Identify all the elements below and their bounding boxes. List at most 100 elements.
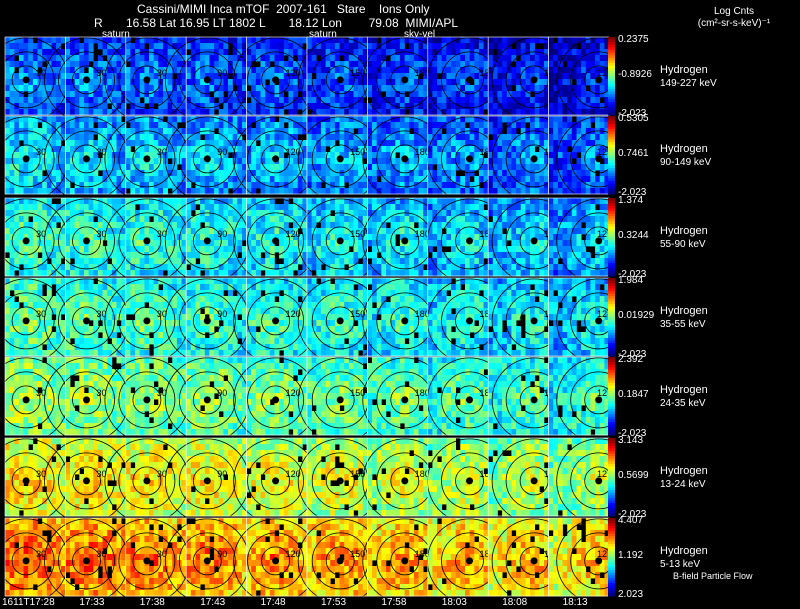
pixel xyxy=(506,246,512,253)
pixel xyxy=(251,85,257,92)
pixel xyxy=(455,67,461,74)
pixel xyxy=(93,164,99,171)
pixel xyxy=(437,198,443,205)
pixel xyxy=(307,170,312,177)
pixel xyxy=(186,109,192,116)
pixel xyxy=(158,134,164,141)
pixel xyxy=(139,228,145,235)
pixel xyxy=(455,176,461,183)
pixel xyxy=(190,222,196,229)
pixel xyxy=(79,170,85,177)
pixel xyxy=(158,128,164,135)
pixel xyxy=(283,37,289,44)
pixel xyxy=(441,109,447,116)
pixel xyxy=(116,140,122,147)
pixel xyxy=(283,234,289,241)
pixel xyxy=(316,176,322,183)
pixel xyxy=(506,79,512,86)
pixel xyxy=(334,198,340,205)
pixel xyxy=(186,61,192,68)
pixel xyxy=(190,85,196,92)
pixel xyxy=(93,116,99,123)
pixel xyxy=(562,43,568,50)
pixel xyxy=(399,61,405,68)
pixel xyxy=(418,91,424,98)
pixel xyxy=(218,67,224,74)
pixel xyxy=(557,79,563,86)
pixel xyxy=(399,152,405,159)
pixel xyxy=(139,73,145,80)
pixel xyxy=(344,97,350,104)
pixel xyxy=(186,246,192,253)
pixel xyxy=(497,240,503,247)
pixel xyxy=(139,61,145,68)
pixel xyxy=(74,228,80,235)
pixel xyxy=(135,188,141,195)
pixel xyxy=(107,252,113,259)
pixel xyxy=(492,264,498,271)
pixel xyxy=(144,204,150,211)
pixel xyxy=(255,43,261,50)
pixel xyxy=(590,109,596,116)
pixel xyxy=(251,109,257,116)
pixel xyxy=(37,85,43,92)
pixel xyxy=(339,222,345,229)
pixel xyxy=(334,240,340,247)
pixel xyxy=(218,188,224,195)
pixel xyxy=(534,152,540,159)
pixel xyxy=(539,140,545,147)
pixel xyxy=(200,85,206,92)
pixel xyxy=(516,85,522,92)
pixel xyxy=(502,43,508,50)
pixel xyxy=(348,170,354,177)
pixel xyxy=(548,43,554,50)
pixel xyxy=(548,128,554,135)
pixel xyxy=(242,91,247,98)
pixel xyxy=(432,228,438,235)
pixel xyxy=(451,246,456,253)
pixel xyxy=(358,140,364,147)
pixel xyxy=(530,109,535,116)
pixel xyxy=(172,222,178,229)
contour-label: 180 xyxy=(609,68,624,78)
pixel xyxy=(339,188,345,195)
pixel xyxy=(492,109,498,116)
pixel xyxy=(413,91,419,98)
pixel xyxy=(255,246,261,253)
pixel xyxy=(581,97,587,104)
pixel xyxy=(567,49,573,56)
pixel xyxy=(525,176,531,183)
pixel xyxy=(153,146,159,153)
pixel xyxy=(190,216,196,223)
pixel xyxy=(576,164,582,171)
pixel xyxy=(190,67,196,74)
pixel xyxy=(316,109,322,116)
pixel xyxy=(367,73,373,80)
pixel xyxy=(88,222,94,229)
pixel xyxy=(88,85,94,92)
pixel xyxy=(339,140,345,147)
pixel xyxy=(386,182,391,189)
pixel xyxy=(111,67,117,74)
pixel xyxy=(548,210,554,217)
pixel xyxy=(116,109,122,116)
pixel xyxy=(181,49,187,56)
pixel xyxy=(255,228,261,235)
pixel xyxy=(14,246,20,253)
pixel xyxy=(246,170,252,177)
colorbar-step xyxy=(608,157,615,161)
pixel xyxy=(37,61,43,68)
pixel xyxy=(465,234,470,241)
pixel xyxy=(79,246,85,253)
pixel xyxy=(511,164,517,171)
pixel xyxy=(200,246,206,253)
pixel xyxy=(307,73,312,80)
pixel xyxy=(135,170,141,177)
pixel xyxy=(353,103,359,110)
pixel xyxy=(32,152,38,159)
contour-label: 90 xyxy=(217,147,227,157)
pixel xyxy=(460,204,466,211)
pixel xyxy=(376,73,382,80)
pixel xyxy=(307,79,312,86)
pixel xyxy=(42,85,48,92)
